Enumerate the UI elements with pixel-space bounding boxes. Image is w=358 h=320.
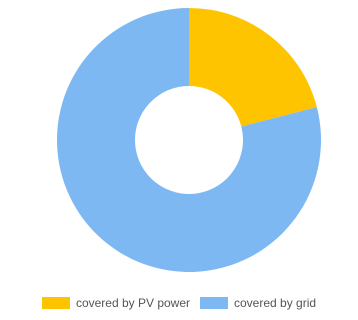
- donut-slices: [57, 8, 322, 272]
- chart-legend: covered by PV power covered by grid: [0, 293, 358, 313]
- legend-item-pv[interactable]: covered by PV power: [41, 296, 190, 310]
- legend-label-pv: covered by PV power: [75, 296, 190, 310]
- donut-slice-grid[interactable]: [57, 8, 322, 272]
- legend-label-grid: covered by grid: [234, 296, 317, 310]
- legend-item-grid[interactable]: covered by grid: [200, 296, 316, 310]
- donut-slice-pv[interactable]: [189, 8, 317, 127]
- legend-swatch-pv: [41, 297, 70, 309]
- donut-chart-svg: [57, 8, 322, 272]
- legend-swatch-grid: [200, 297, 228, 309]
